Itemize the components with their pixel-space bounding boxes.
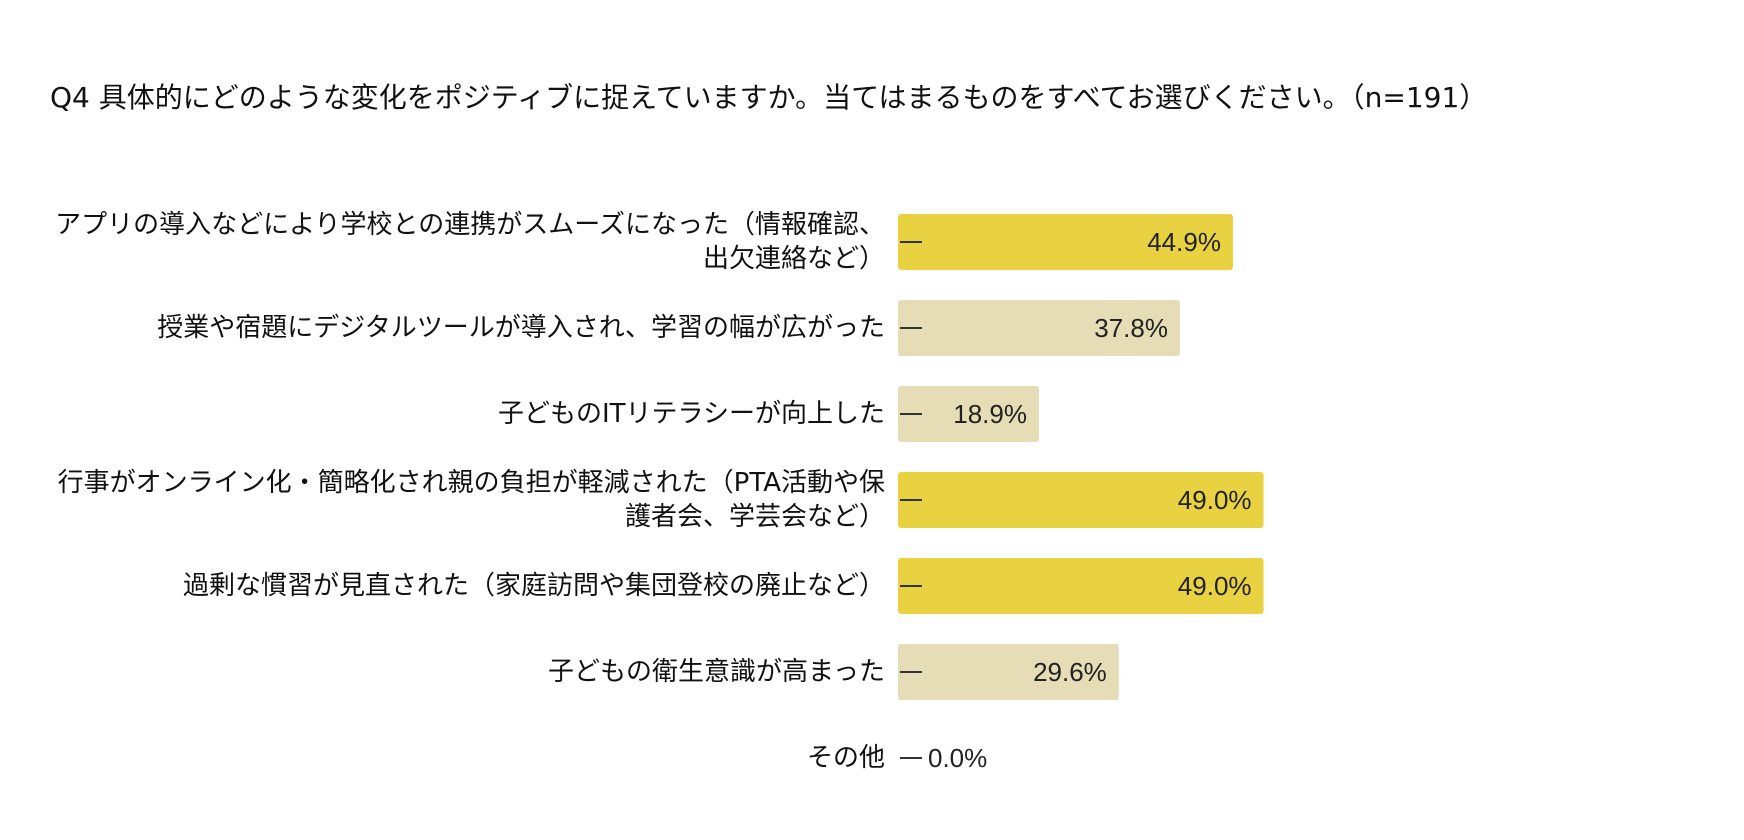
data-label: 37.8% [1094, 313, 1168, 343]
data-label: 44.9% [1147, 227, 1221, 257]
data-label: 29.6% [1033, 657, 1107, 687]
data-label: 18.9% [953, 399, 1027, 429]
data-label: 49.0% [1178, 485, 1252, 515]
data-label: 0.0% [928, 743, 987, 773]
data-label: 49.0% [1178, 571, 1252, 601]
